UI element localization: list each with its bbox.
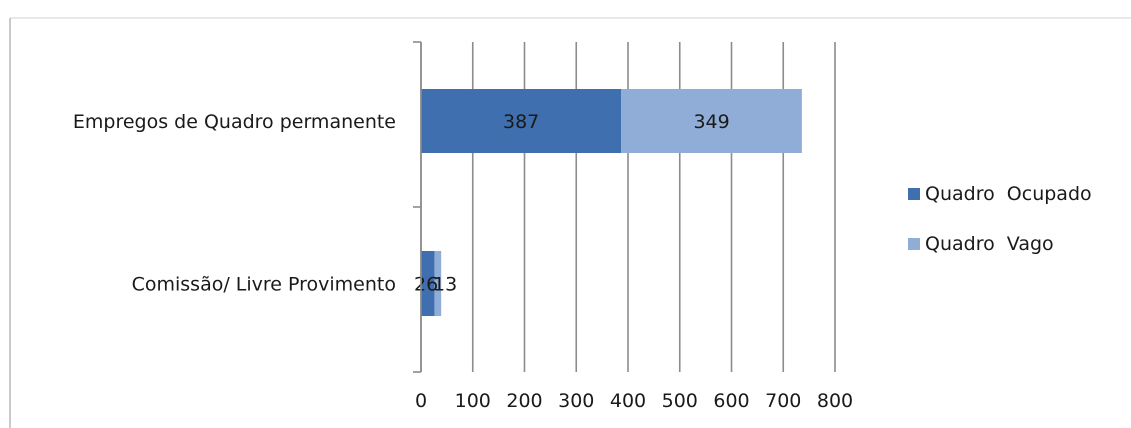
legend-label-1: Quadro Vago (925, 233, 1054, 255)
x-tick-label-400: 400 (610, 390, 646, 412)
x-tick-label-700: 700 (765, 390, 801, 412)
value-axis: 0 100 200 300 400 500 600 700 800 (415, 390, 853, 412)
x-tick-label-500: 500 (662, 390, 698, 412)
category-axis: Empregos de Quadro permanente Comissão/ L… (73, 41, 422, 373)
legend: Quadro Ocupado Quadro Vago (908, 183, 1092, 255)
x-tick-label-100: 100 (455, 390, 491, 412)
x-tick-label-800: 800 (817, 390, 853, 412)
bar-1-0 (421, 251, 435, 316)
x-tick-label-200: 200 (506, 390, 542, 412)
legend-label-0: Quadro Ocupado (925, 183, 1092, 205)
data-label-1-0: 26 (414, 274, 438, 296)
category-label-0: Empregos de Quadro permanente (73, 111, 396, 133)
data-label-0-0: 387 (503, 111, 539, 133)
data-label-1-1: 13 (433, 274, 457, 296)
x-tick-label-0: 0 (415, 390, 427, 412)
bar-0-0 (421, 89, 622, 153)
x-tick-label-300: 300 (558, 390, 594, 412)
category-label-1: Comissão/ Livre Provimento (132, 274, 396, 296)
gridlines (9, 17, 1131, 428)
bar-1-1 (434, 251, 442, 316)
legend-swatch-1 (908, 238, 920, 250)
data-label-0-1: 349 (693, 111, 729, 133)
legend-swatch-0 (908, 188, 920, 200)
bar-0-1 (621, 89, 802, 153)
x-tick-label-600: 600 (713, 390, 749, 412)
